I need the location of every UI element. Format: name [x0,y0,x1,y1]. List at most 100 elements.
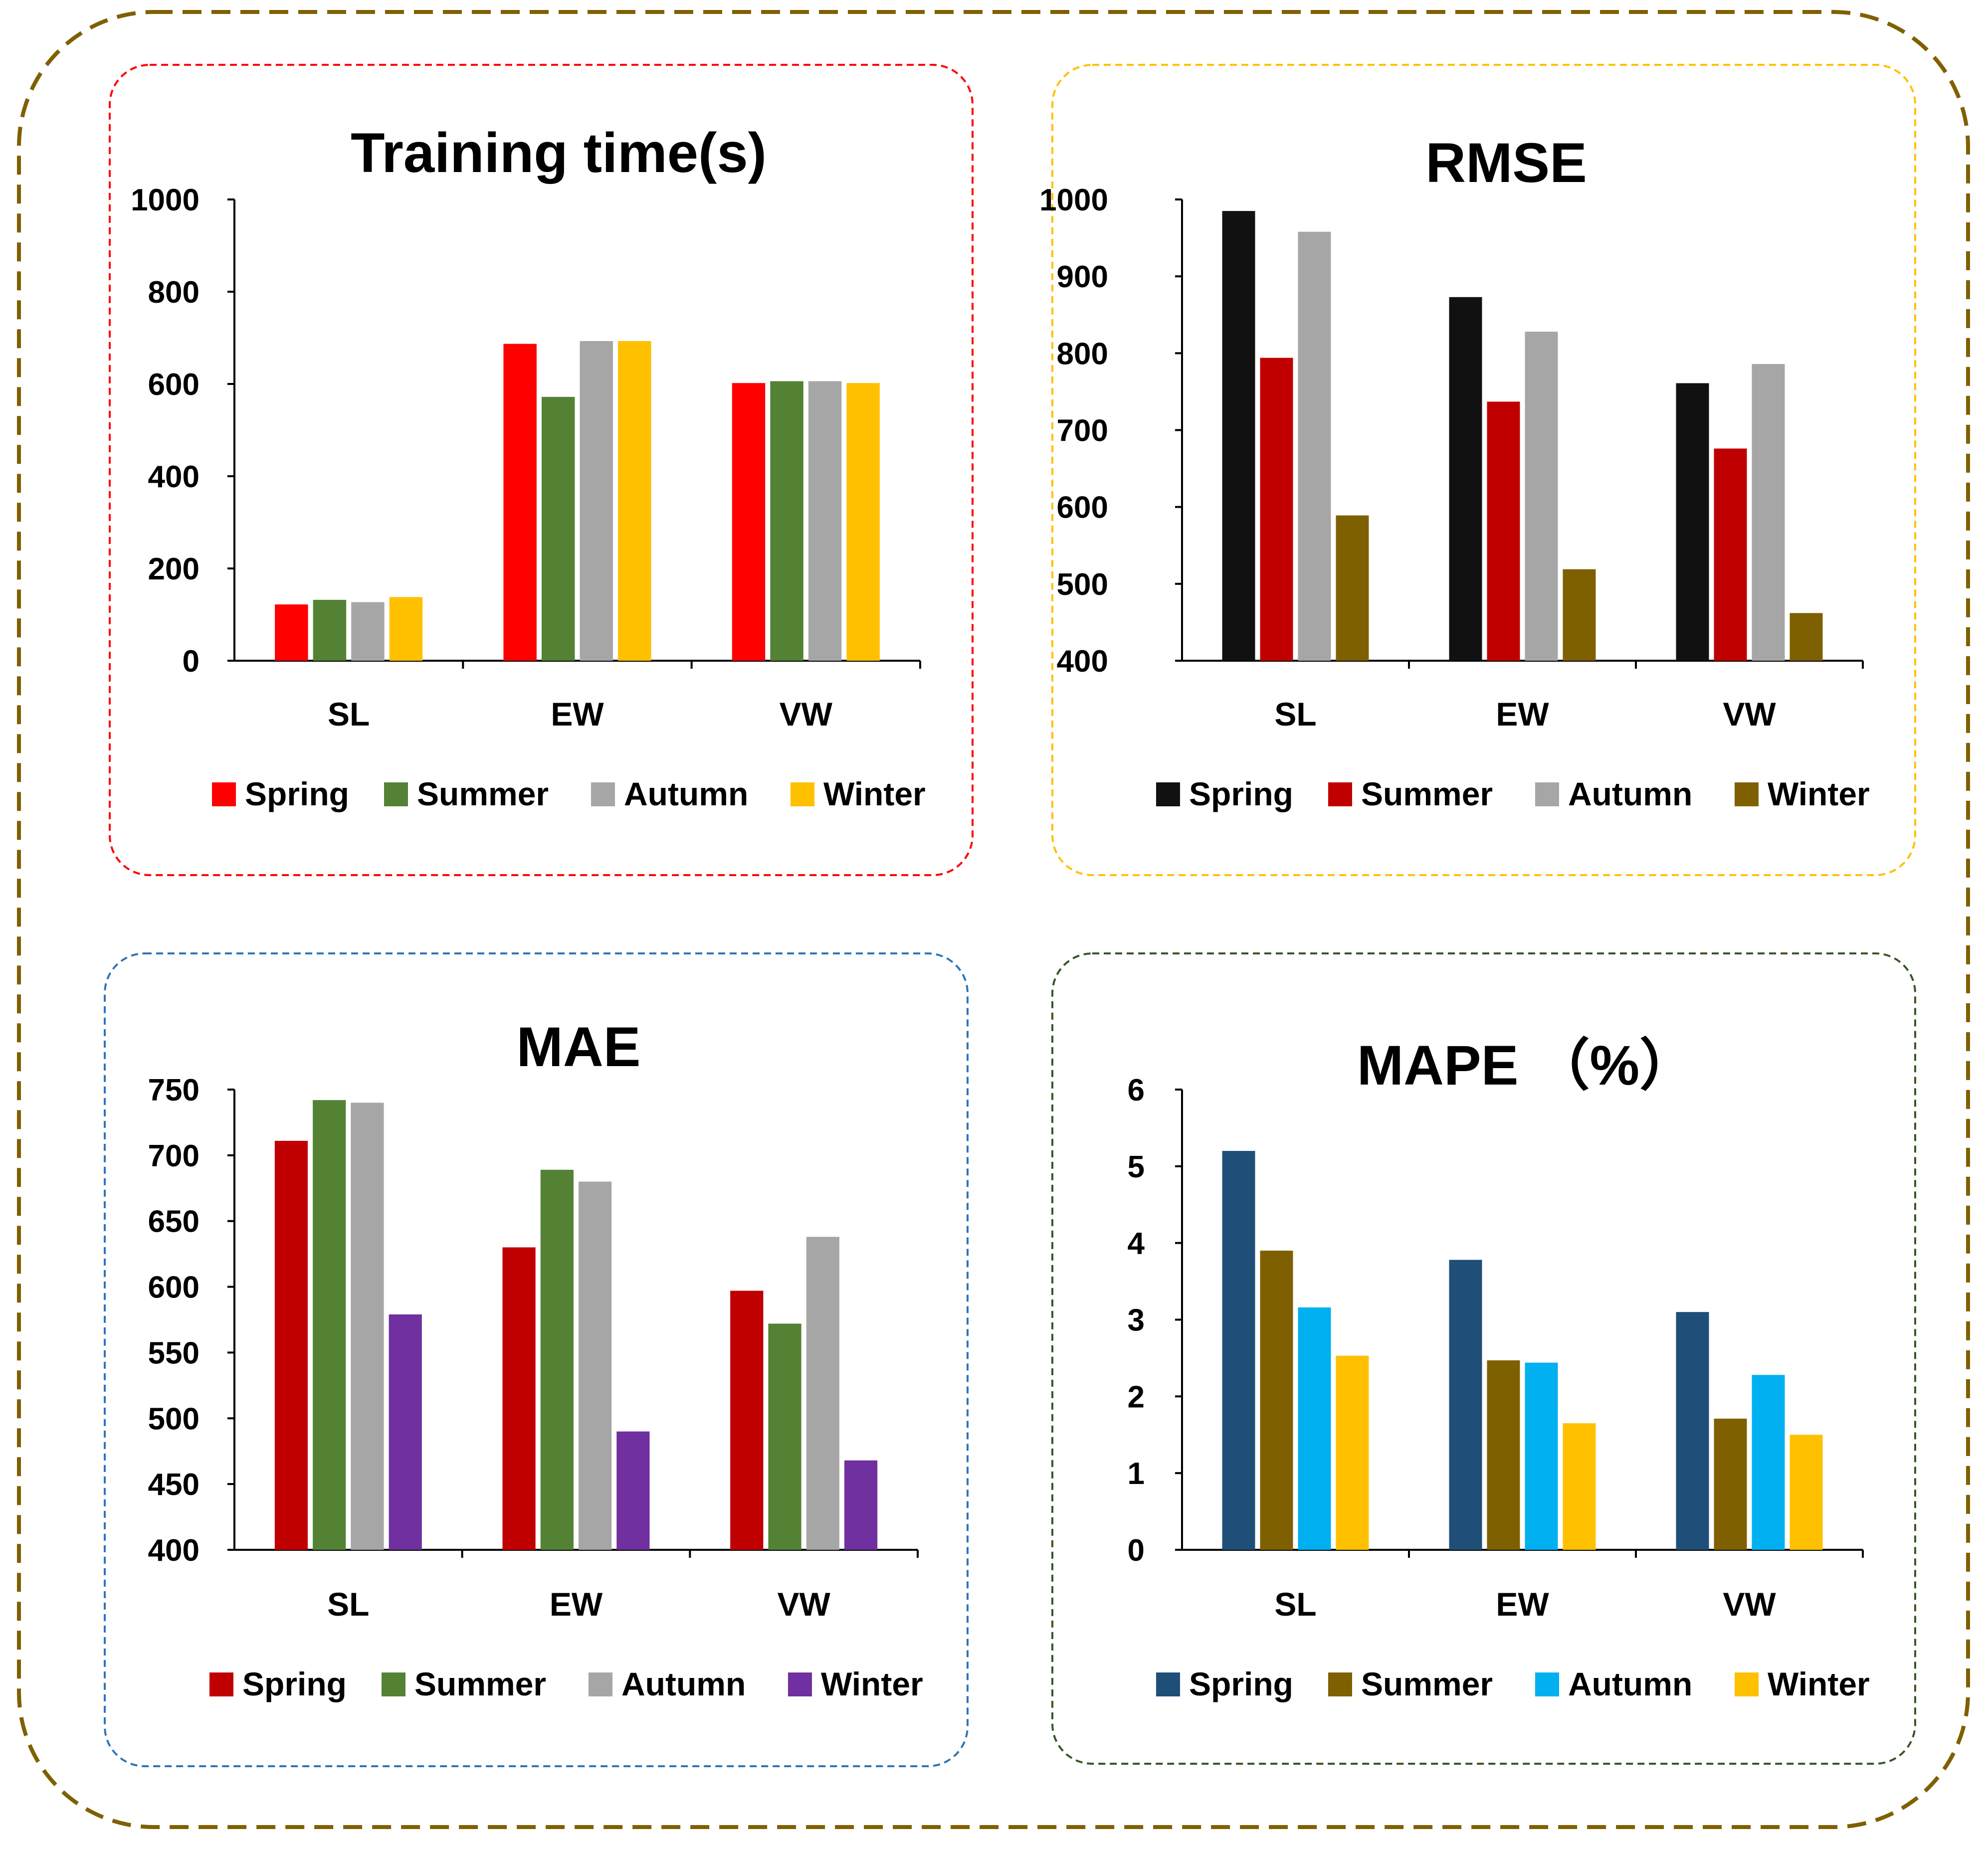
mae-y-tick-label: 700 [148,1139,199,1173]
mae-bar-winter-sl [389,1314,422,1550]
training-time-legend-label-winter: Winter [823,775,926,812]
rmse-panel-border [1051,64,1916,876]
mape-legend-swatch-autumn [1535,1672,1559,1696]
mae-legend-label-spring: Spring [242,1665,347,1702]
mae-y-tick-label: 450 [148,1468,199,1502]
training-time-y-tick-label: 800 [148,275,199,310]
training-time-legend-swatch-autumn [591,782,615,806]
rmse-bar-winter-vw [1789,613,1823,661]
rmse-bar-spring-sl [1222,211,1255,661]
rmse-y-tick-label: 500 [1057,567,1108,602]
mae-legend-swatch-summer [382,1672,405,1696]
mae-legend-label-summer: Summer [414,1665,546,1702]
mae-category-label: EW [550,1586,603,1623]
mae-panel-border [104,952,969,1767]
mape-legend-label-spring: Spring [1189,1665,1293,1702]
rmse-legend-swatch-autumn [1535,782,1559,806]
mae-bar-autumn-vw [806,1237,839,1550]
mae-bar-summer-ew [540,1169,574,1550]
mape-bar-summer-vw [1714,1418,1747,1550]
training-time-y-tick-label: 200 [148,552,199,586]
rmse-legend-label-winter: Winter [1768,775,1870,812]
mae-bar-spring-ew [502,1247,536,1550]
mape-y-tick-label: 0 [1128,1533,1145,1568]
rmse-y-tick-label: 600 [1057,491,1108,525]
training-time-bar-autumn-sl [351,602,385,661]
rmse-category-label: VW [1723,696,1776,733]
mae-bar-summer-sl [313,1100,346,1550]
mae-legend-swatch-winter [788,1672,812,1696]
rmse-bar-summer-vw [1714,448,1747,661]
mae-chart-title: MAE [517,1016,641,1078]
rmse-bar-winter-sl [1336,515,1369,661]
training-time-y-tick-label: 0 [183,644,199,679]
mae-legend: Spring Summer Autumn Winter [209,1665,923,1702]
mape-bar-spring-sl [1222,1151,1255,1550]
rmse-legend: Spring Summer Autumn Winter [1156,775,1870,812]
rmse-bar-autumn-sl [1298,231,1331,661]
training-time-y-tick-label: 600 [148,368,199,402]
training-time-legend-swatch-spring [212,782,236,806]
mae-bar-summer-vw [768,1323,801,1550]
mape-legend-label-summer: Summer [1361,1665,1493,1702]
mae-bar-autumn-ew [579,1181,612,1550]
mae-bar-winter-ew [616,1431,650,1550]
mae-bar-autumn-sl [351,1103,384,1550]
rmse-legend-swatch-summer [1328,782,1352,806]
training-time-bar-winter-vw [846,383,880,661]
mape-category-label: EW [1496,1586,1549,1623]
mape-bar-spring-ew [1449,1260,1482,1550]
rmse-legend-swatch-winter [1735,782,1759,806]
rmse-bar-autumn-ew [1525,332,1558,661]
training-time-category-label: EW [551,696,604,733]
mape-bar-summer-sl [1260,1251,1293,1550]
rmse-bar-summer-ew [1487,401,1520,661]
mape-bar-summer-ew [1487,1360,1520,1550]
mae-bar-spring-vw [730,1291,764,1550]
rmse-legend-label-autumn: Autumn [1568,775,1692,812]
training-time-chart-panel: Training time(s) 0 200 400 600 800 1000 SL EW VW S… [109,64,974,876]
training-time-chart-title: Training time(s) [351,122,767,184]
training-time-legend-swatch-winter [791,782,814,806]
rmse-bar-spring-vw [1676,383,1709,661]
training-time-bar-autumn-vw [808,381,842,661]
mape-chart-title: MAPE （%） [1357,1034,1695,1097]
training-time-bar-summer-ew [542,396,575,661]
mape-bar-winter-ew [1563,1423,1596,1550]
training-time-y-tick-label: 400 [148,460,199,494]
mape-y-tick-label: 4 [1128,1227,1145,1261]
mae-legend-label-winter: Winter [821,1665,923,1702]
rmse-y-tick-label: 400 [1057,644,1108,679]
mae-y-tick-label: 650 [148,1205,199,1239]
mape-y-tick-label: 5 [1128,1150,1145,1184]
mae-legend-label-autumn: Autumn [621,1665,746,1702]
training-time-category-label: SL [328,696,370,733]
training-time-category-label: VW [780,696,833,733]
training-time-legend-label-autumn: Autumn [624,775,748,812]
rmse-bar-winter-ew [1563,569,1596,661]
rmse-bar-autumn-vw [1752,364,1785,661]
mape-legend: Spring Summer Autumn Winter [1156,1665,1870,1702]
mape-bar-winter-sl [1336,1355,1369,1550]
mape-category-label: SL [1274,1586,1316,1623]
mape-bar-winter-vw [1789,1435,1823,1550]
rmse-bar-summer-sl [1260,358,1293,661]
mape-panel-border [1051,952,1916,1765]
mape-legend-label-winter: Winter [1768,1665,1870,1702]
rmse-chart-title: RMSE [1425,132,1587,194]
mae-legend-swatch-autumn [589,1672,612,1696]
mae-legend-swatch-spring [209,1672,233,1696]
mape-chart-panel: MAPE （%） 0 1 2 3 4 5 6 SL EW VW Spring Summer Autumn W… [1051,952,1916,1765]
rmse-legend-swatch-spring [1156,782,1180,806]
mape-y-tick-label: 1 [1128,1457,1145,1491]
training-time-bar-winter-ew [618,341,651,661]
training-time-legend: Spring Summer Autumn Winter [212,775,926,812]
mae-category-label: SL [327,1586,369,1623]
training-time-bar-summer-vw [770,381,803,661]
mae-bar-spring-sl [274,1140,308,1550]
mae-y-tick-label: 400 [148,1533,199,1568]
training-time-bar-winter-sl [389,597,423,661]
rmse-y-tick-label: 1000 [1039,183,1108,217]
mape-y-tick-label: 6 [1128,1073,1145,1108]
